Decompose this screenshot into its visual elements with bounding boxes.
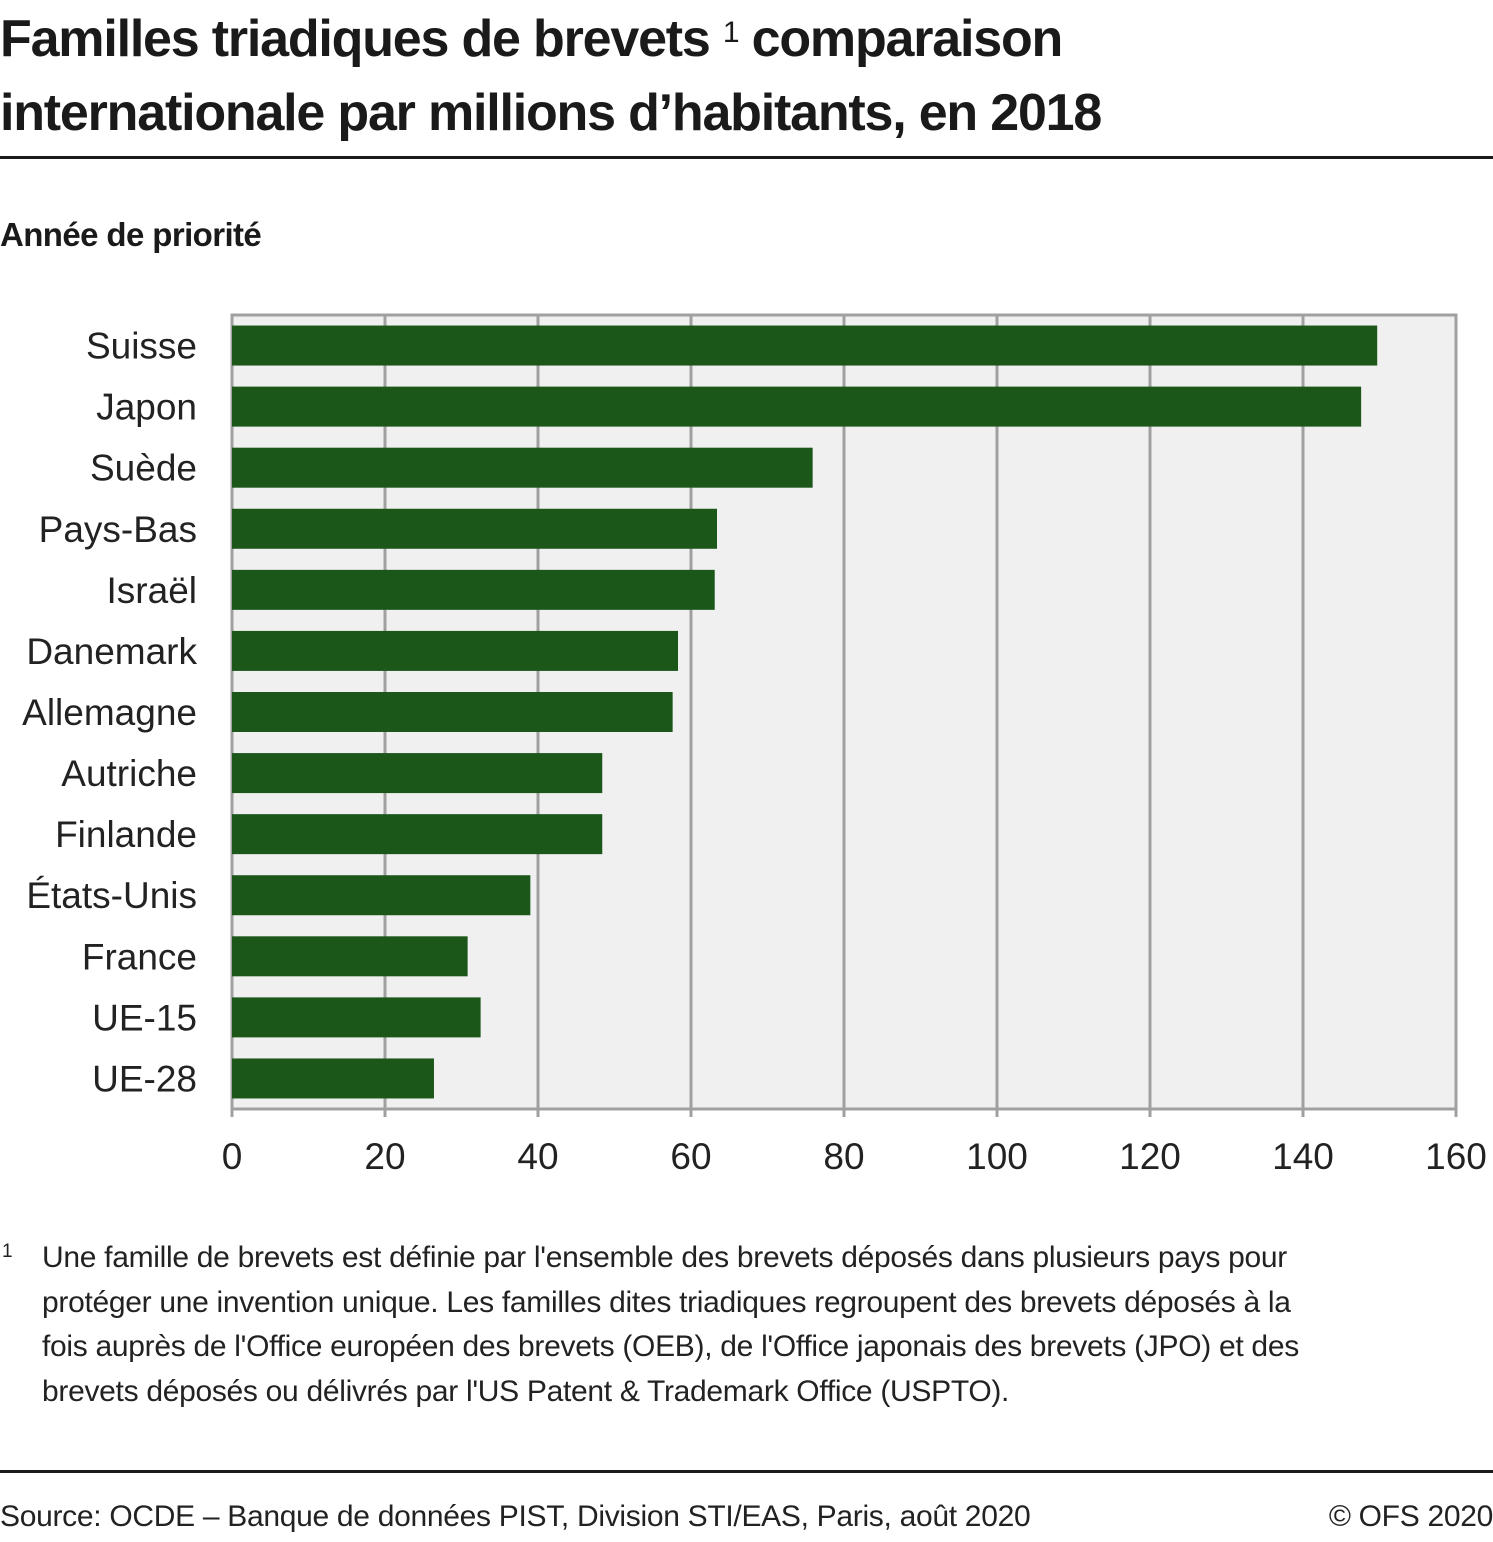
- bar: [232, 1058, 434, 1099]
- bar: [232, 997, 481, 1038]
- x-axis: 0 20 40 60 80 100 120 140 160: [222, 1107, 1487, 1177]
- x-tick-label: 160: [1425, 1136, 1487, 1177]
- category-label: Finlande: [55, 814, 197, 855]
- title-part1: Familles triadiques de brevets: [0, 10, 711, 68]
- x-tick-label: 60: [670, 1136, 711, 1177]
- bar: [232, 630, 678, 671]
- bar-chart: Suisse Japon Suède Pays-Bas Israël Danemark Al…: [22, 313, 1487, 1177]
- category-label: Autriche: [61, 753, 197, 794]
- footnote-line: fois auprès de l'Office européen des bre…: [42, 1330, 1299, 1363]
- category-label: États-Unis: [26, 875, 197, 916]
- bar: [232, 936, 468, 977]
- category-label: UE-28: [92, 1058, 197, 1099]
- bottom-divider: [0, 1470, 1493, 1473]
- x-tick-label: 100: [966, 1136, 1028, 1177]
- title-line2: internationale par millions d’habitants,…: [0, 84, 1102, 142]
- category-label: Japon: [96, 387, 197, 428]
- bar: [232, 692, 673, 732]
- footnote: 1 Une famille de brevets est définie par…: [0, 1236, 1493, 1414]
- category-label: Suisse: [86, 326, 197, 367]
- x-tick-label: 80: [823, 1136, 864, 1177]
- bar: [232, 814, 603, 855]
- bar: [232, 386, 1362, 427]
- footnote-line: Une famille de brevets est définie par l…: [42, 1241, 1287, 1274]
- title-part2: comparaison: [751, 10, 1064, 68]
- x-tick-label: 0: [222, 1136, 243, 1177]
- source-note: Source: OCDE – Banque de données PIST, D…: [0, 1500, 1031, 1533]
- category-label: UE-15: [92, 997, 197, 1038]
- top-divider: [0, 156, 1493, 159]
- title-footnote-mark: 1: [722, 16, 740, 49]
- bar: [232, 875, 531, 916]
- category-label: France: [82, 936, 197, 977]
- category-labels: Suisse Japon Suède Pays-Bas Israël Danemark Al…: [22, 326, 197, 1100]
- category-label: Pays-Bas: [39, 509, 197, 550]
- copyright: © OFS 2020: [1328, 1500, 1493, 1533]
- category-label: Allemagne: [22, 692, 197, 733]
- category-label: Israël: [107, 570, 197, 611]
- category-label: Danemark: [26, 631, 197, 672]
- footnote-line: protéger une invention unique. Les famil…: [42, 1285, 1291, 1319]
- bar: [232, 325, 1378, 366]
- x-tick-label: 120: [1119, 1136, 1181, 1177]
- bar: [232, 508, 718, 549]
- chart-subtitle: Année de priorité: [0, 216, 262, 253]
- bar: [232, 753, 603, 794]
- chart-title: Familles triadiques de brevets 1 compara…: [0, 2, 1480, 150]
- x-tick-label: 40: [517, 1136, 558, 1177]
- bar: [232, 447, 813, 488]
- footnote-mark: 1: [2, 1241, 13, 1262]
- category-label: Suède: [90, 448, 197, 489]
- x-tick-label: 140: [1272, 1136, 1334, 1177]
- x-tick-label: 20: [364, 1136, 405, 1177]
- bar: [232, 569, 715, 610]
- bars: [232, 325, 1378, 1099]
- footnote-line: brevets déposés ou délivrés par l'US Pat…: [42, 1374, 1010, 1408]
